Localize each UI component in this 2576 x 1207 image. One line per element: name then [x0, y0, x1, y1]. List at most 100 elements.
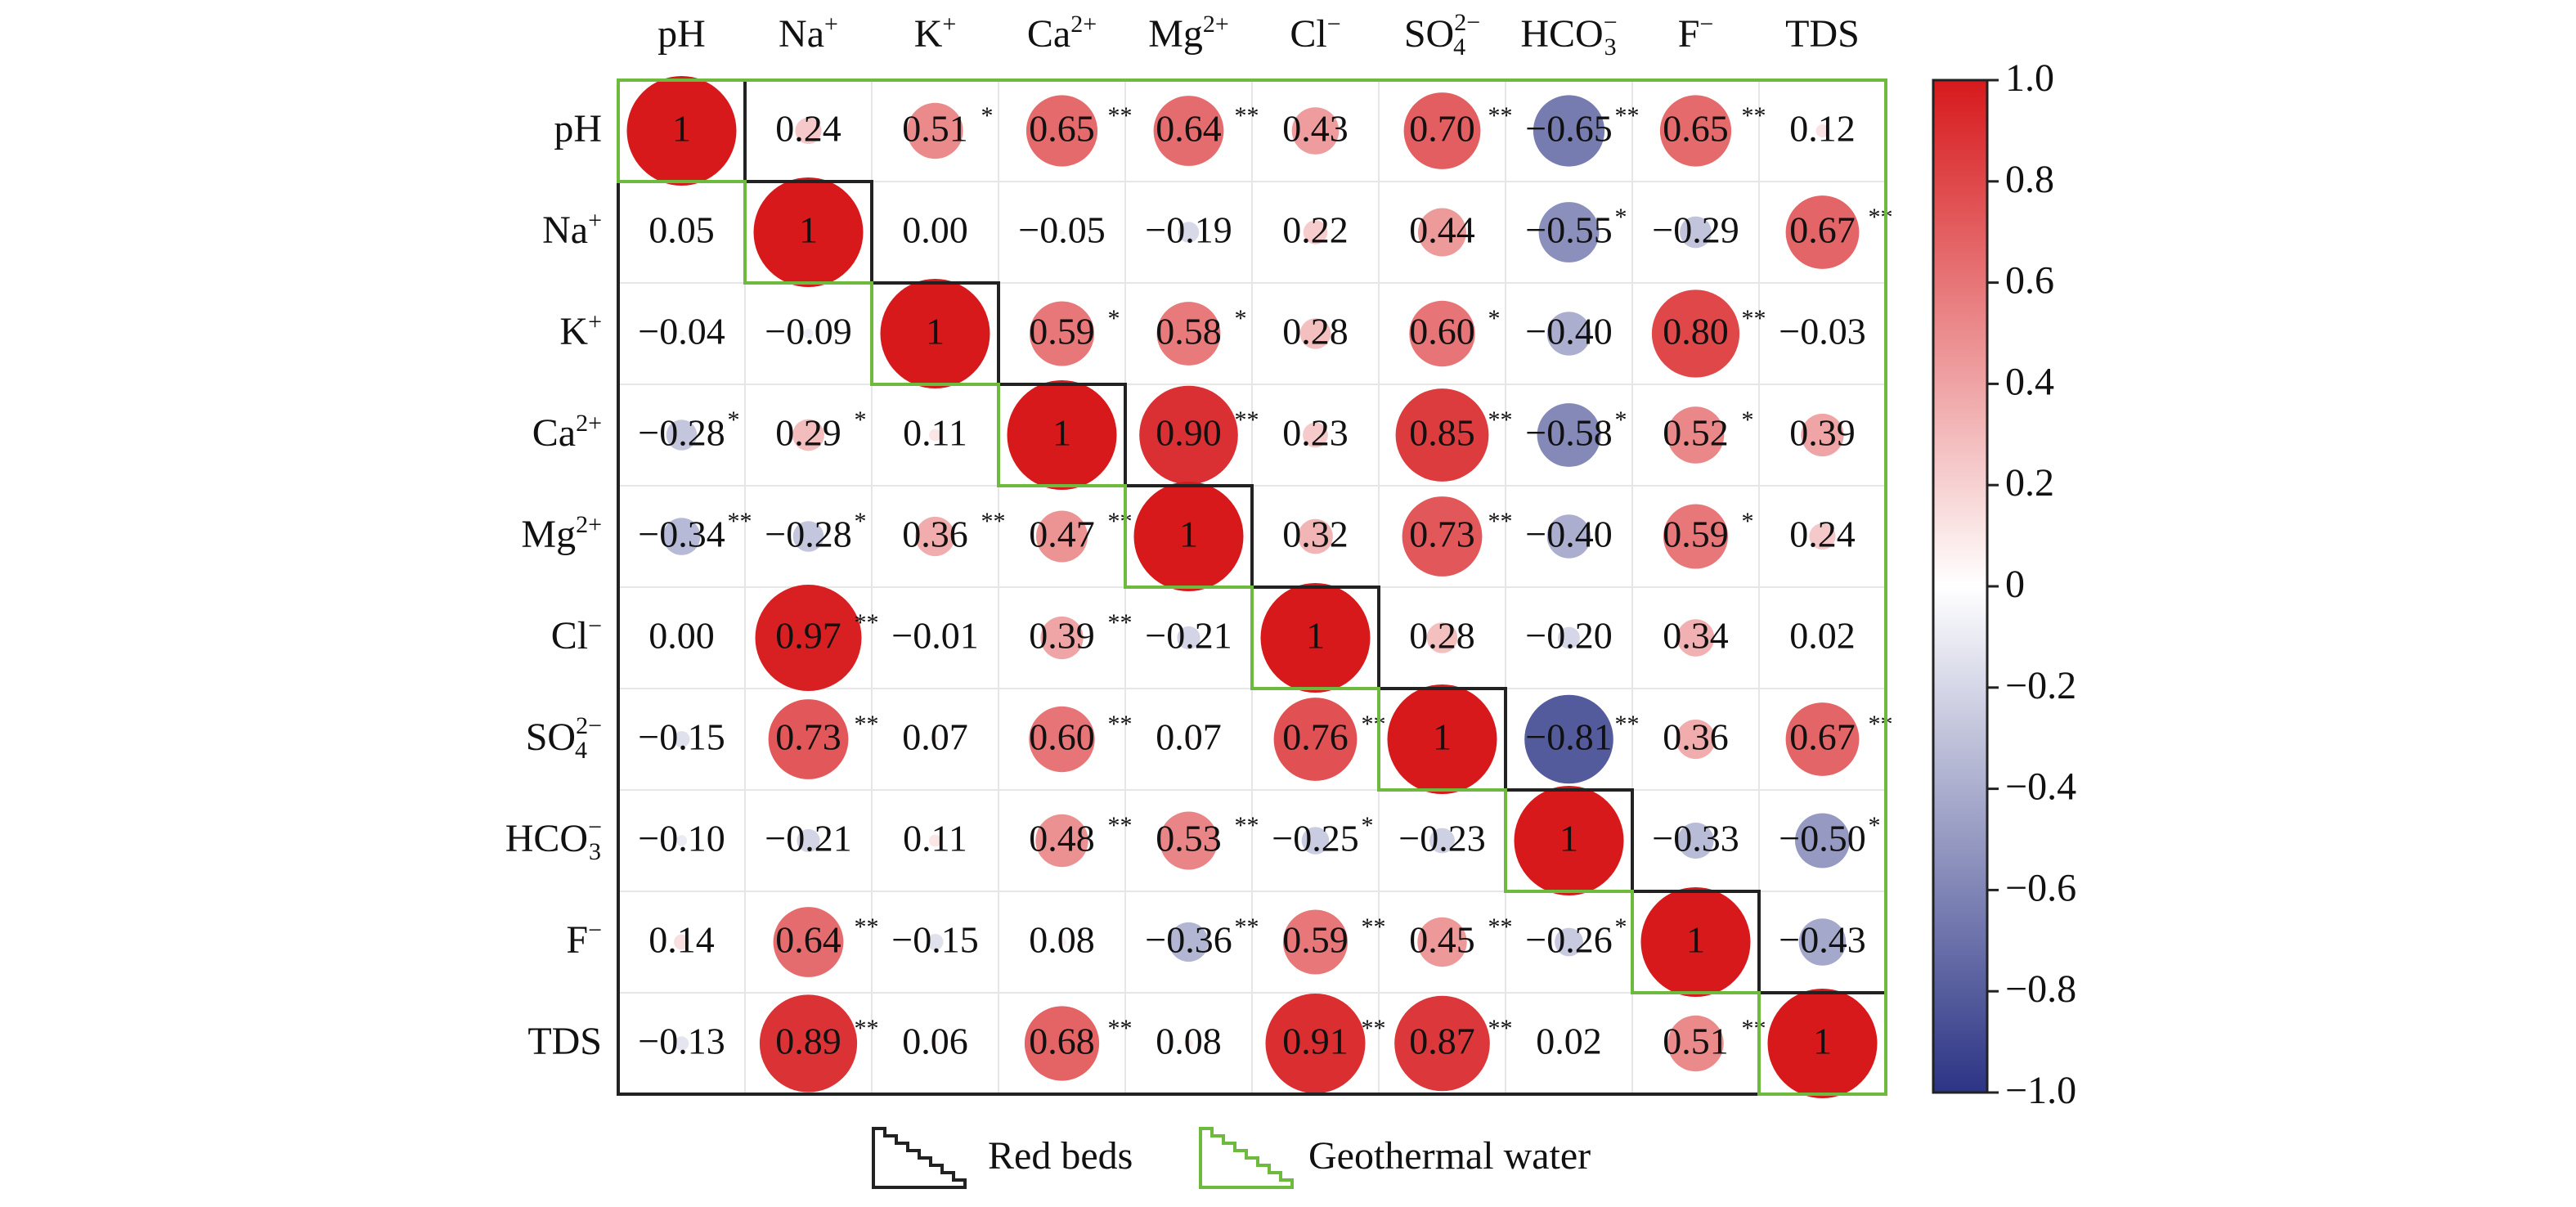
correlation-value: −0.29 — [1652, 209, 1739, 251]
correlation-circle — [1169, 922, 1209, 962]
correlation-value: 0.07 — [902, 716, 968, 758]
correlation-circle — [1299, 318, 1331, 349]
legend-label-geothermal-water: Geothermal water — [1308, 1134, 1591, 1178]
correlation-value: 1 — [1560, 818, 1578, 859]
correlation-circle — [1546, 312, 1591, 356]
correlation-value: 1 — [1179, 514, 1198, 555]
significance-mark: ** — [1488, 1015, 1513, 1042]
correlation-value: 0.64 — [775, 919, 841, 961]
correlation-circle — [1298, 518, 1333, 554]
correlation-circle — [927, 934, 944, 950]
correlation-value: 0.29 — [775, 412, 841, 454]
colorbar-tick-label: 1.0 — [2005, 56, 2054, 100]
correlation-circle — [1156, 302, 1221, 366]
correlation-value: 0.12 — [1789, 108, 1856, 150]
significance-mark: ** — [855, 711, 879, 738]
correlation-circle — [1537, 403, 1601, 467]
correlation-circle — [1821, 636, 1824, 639]
correlation-circle — [1139, 385, 1238, 485]
correlation-value: 0.24 — [1789, 514, 1856, 555]
geothermal-water-outline — [617, 79, 1887, 1096]
correlation-circle — [1667, 406, 1725, 464]
correlation-value: −0.58 — [1525, 412, 1612, 454]
correlation-value: 0.14 — [648, 919, 715, 961]
correlation-circle — [1283, 909, 1348, 975]
significance-mark: ** — [1108, 102, 1133, 129]
correlation-circle — [1035, 814, 1088, 868]
correlation-circle — [915, 516, 955, 557]
correlation-circle — [1809, 523, 1836, 550]
colorbar-tick-label: 0.2 — [2005, 461, 2054, 505]
correlation-value: −0.01 — [891, 615, 978, 657]
correlation-value: 0.48 — [1029, 818, 1095, 859]
correlation-circle — [674, 934, 689, 950]
correlation-value: −0.40 — [1525, 514, 1612, 555]
correlation-value: 0.65 — [1029, 108, 1095, 150]
correlation-circle — [1418, 208, 1466, 257]
significance-mark: * — [855, 508, 867, 535]
correlation-value: −0.20 — [1525, 615, 1612, 657]
correlation-circle — [666, 420, 698, 451]
significance-mark: * — [855, 406, 867, 433]
column-label: HCO− 3 — [1520, 9, 1617, 61]
correlation-circle — [1815, 124, 1829, 137]
correlation-value: 0.22 — [1282, 209, 1349, 251]
row-label: Na+ — [542, 207, 602, 252]
significance-mark: ** — [1488, 508, 1513, 535]
correlation-value: 0.36 — [902, 514, 968, 555]
correlation-value: 0.45 — [1409, 919, 1475, 961]
correlation-circle — [1640, 887, 1751, 997]
correlation-value: 0.05 — [648, 209, 715, 251]
correlation-circle — [1273, 698, 1358, 781]
correlation-value: 0.59 — [1282, 919, 1349, 961]
row-label: SO2− 4 — [526, 712, 602, 764]
correlation-circle — [1555, 927, 1583, 957]
correlation-value: −0.04 — [638, 311, 725, 352]
correlation-circle — [1029, 706, 1095, 773]
correlation-value: 1 — [1306, 615, 1325, 657]
significance-mark: * — [1615, 406, 1627, 433]
correlation-value: 0.97 — [775, 615, 841, 657]
significance-mark: * — [1488, 305, 1501, 332]
correlation-value: 0.36 — [1663, 716, 1729, 758]
correlation-circle — [1558, 626, 1580, 649]
correlation-value: 0.39 — [1789, 412, 1856, 454]
significance-mark: * — [1742, 508, 1754, 535]
correlation-circle — [929, 429, 941, 442]
correlation-circle — [1025, 95, 1098, 167]
correlation-value: 0.60 — [1409, 311, 1475, 352]
significance-mark: ** — [1235, 102, 1259, 129]
significance-mark: ** — [1235, 812, 1259, 839]
correlation-circle — [1178, 222, 1200, 243]
column-label: TDS — [1785, 12, 1860, 56]
correlation-circle — [1265, 994, 1366, 1093]
significance-mark: ** — [1488, 102, 1513, 129]
row-label: HCO− 3 — [505, 814, 602, 865]
correlation-value: −0.33 — [1652, 818, 1739, 859]
correlation-value: 0.44 — [1409, 209, 1475, 251]
row-label: Cl− — [551, 612, 602, 657]
correlation-value: 0.89 — [775, 1021, 841, 1062]
significance-mark: ** — [1108, 711, 1133, 738]
correlation-circle — [792, 419, 824, 451]
correlation-value: 0.58 — [1156, 311, 1222, 352]
significance-mark: ** — [981, 508, 1006, 535]
geothermal-water-legend-icon — [1199, 1127, 1294, 1189]
row-label: F− — [566, 917, 602, 962]
correlation-value: 0.73 — [775, 716, 841, 758]
correlation-circle — [1663, 504, 1728, 569]
correlation-circle — [679, 229, 684, 236]
correlation-value: 0.06 — [902, 1021, 968, 1062]
correlation-value: −0.05 — [1018, 209, 1105, 251]
correlation-value: 0.11 — [903, 818, 967, 859]
correlation-value: 0.51 — [902, 108, 968, 150]
correlation-circle — [1303, 422, 1328, 448]
correlation-circle — [1394, 995, 1490, 1092]
correlation-value: 0.24 — [775, 108, 841, 150]
correlation-circle — [1795, 813, 1850, 868]
correlation-circle — [1184, 735, 1193, 743]
correlation-value: 0.65 — [1663, 108, 1729, 150]
correlation-value: 0.08 — [1029, 919, 1095, 961]
correlation-value: −0.23 — [1398, 818, 1485, 859]
